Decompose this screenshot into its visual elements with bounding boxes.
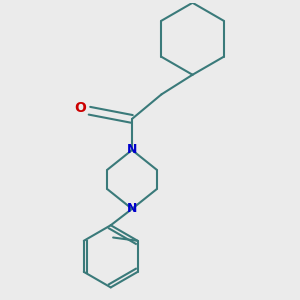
Text: N: N — [127, 202, 137, 215]
Text: N: N — [127, 143, 137, 157]
Text: O: O — [74, 101, 86, 115]
